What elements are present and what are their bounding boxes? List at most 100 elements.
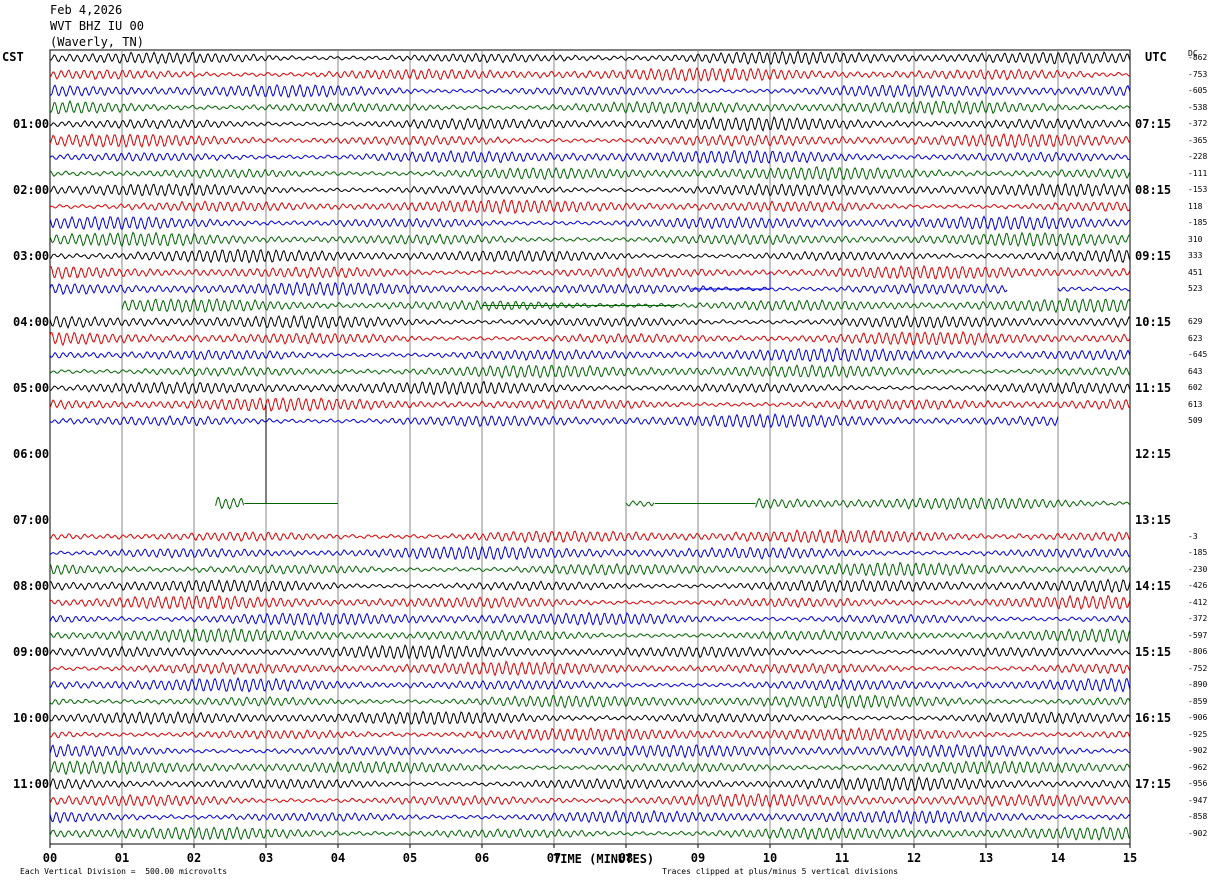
trace-row-14: [49, 281, 1008, 297]
x-tick-label: 02: [187, 851, 201, 865]
dc-offset-label: 629: [1188, 317, 1203, 326]
trace-row-34: [49, 611, 1131, 626]
dc-offset-label: -925: [1188, 729, 1208, 739]
trace-row-30: [49, 545, 1131, 561]
trace-row-18: [49, 347, 1131, 363]
cst-hour-label: 10:00: [13, 711, 50, 725]
x-tick-label: 09: [691, 851, 705, 865]
cst-hour-label: 02:00: [13, 183, 50, 197]
x-tick-label: 07: [547, 851, 561, 865]
dc-offset-label: 602: [1188, 383, 1203, 392]
dc-offset-label: -605: [1188, 86, 1208, 95]
trace-row-27: [755, 497, 1130, 511]
trace-row-9: [49, 198, 1131, 215]
cst-hour-label: 09:00: [13, 645, 50, 659]
utc-hour-label: 08:15: [1135, 183, 1172, 197]
dc-offset-label: -645: [1188, 350, 1208, 359]
trace-row-32: [49, 578, 1131, 594]
trace-row-39: [49, 693, 1131, 709]
utc-hour-label: 15:15: [1135, 645, 1172, 659]
trace-row-20: [49, 380, 1131, 396]
dc-offset-label: -947: [1188, 795, 1208, 805]
cst-hour-label: 08:00: [13, 579, 50, 593]
trace-row-21: [49, 396, 1131, 413]
scale-note: Each Vertical Division = 500.00 microvol…: [20, 867, 228, 876]
dc-offset-label: -185: [1188, 218, 1208, 227]
utc-hour-label: 14:15: [1135, 579, 1172, 593]
cst-axis-tag: CST: [2, 50, 24, 64]
dc-offset-label: 623: [1188, 333, 1203, 343]
trace-row-7: [49, 166, 1131, 182]
utc-hour-label: 09:15: [1135, 249, 1172, 263]
dc-offset-label: -185: [1188, 548, 1208, 557]
trace-row-33: [49, 594, 1131, 611]
trace-row-47: [49, 826, 1131, 841]
cst-hour-label: 01:00: [13, 117, 50, 131]
cst-hour-label: 03:00: [13, 249, 50, 263]
dc-offset-label: -956: [1188, 779, 1208, 788]
trace-row-22: [49, 412, 1059, 429]
utc-hour-label: 12:15: [1135, 447, 1172, 461]
dc-offset-label: -230: [1188, 564, 1208, 574]
trace-row-31: [49, 561, 1131, 577]
dc-offset-label: -111: [1188, 168, 1208, 178]
x-tick-label: 01: [115, 851, 129, 865]
station-code: WVT BHZ IU 00: [50, 19, 144, 33]
x-tick-label: 11: [835, 851, 849, 865]
dc-offset-label: -890: [1188, 680, 1208, 689]
x-tick-label: 14: [1051, 851, 1065, 865]
trace-row-10: [49, 215, 1131, 231]
dc-offset-label: -962: [1188, 762, 1208, 772]
dc-offset-label: -858: [1188, 812, 1208, 821]
x-tick-label: 10: [763, 851, 777, 865]
x-tick-label: 05: [403, 851, 417, 865]
trace-row-42: [49, 743, 1131, 759]
trace-row-0: [49, 50, 1131, 66]
trace-row-35: [49, 627, 1131, 644]
x-tick-label: 08: [619, 851, 633, 865]
cst-hour-label: 05:00: [13, 381, 50, 395]
dc-offset-label: 613: [1188, 399, 1203, 409]
dc-offset-label: -902: [1188, 828, 1208, 838]
dc-offset-label: 310: [1188, 234, 1203, 244]
dc-offset-label: -862: [1188, 53, 1208, 62]
trace-row-1: [49, 67, 1131, 83]
trace-row-27: [215, 496, 245, 510]
clip-note: Traces clipped at plus/minus 5 vertical …: [662, 867, 899, 876]
x-tick-label: 00: [43, 851, 57, 865]
trace-row-17: [49, 330, 1131, 347]
station-location: (Waverly, TN): [50, 35, 144, 49]
x-tick-label: 04: [331, 851, 345, 865]
trace-row-13: [49, 264, 1131, 280]
trace-row-8: [49, 182, 1131, 198]
dc-offset-label: -906: [1188, 713, 1208, 722]
trace-row-40: [49, 710, 1131, 726]
trace-row-14: [1057, 286, 1131, 292]
utc-hour-label: 13:15: [1135, 513, 1172, 527]
trace-row-5: [49, 133, 1131, 149]
dc-offset-label: 509: [1188, 416, 1203, 425]
trace-row-3: [49, 99, 1131, 116]
dc-offset-label: -902: [1188, 746, 1208, 755]
utc-axis-tag: UTC: [1145, 50, 1167, 64]
plot-frame: [49, 49, 1131, 845]
x-tick-label: 12: [907, 851, 921, 865]
trace-row-44: [49, 776, 1131, 792]
cst-hour-label: 04:00: [13, 315, 50, 329]
dc-offset-label: 451: [1188, 267, 1203, 277]
dc-offset-label: -538: [1188, 102, 1208, 112]
trace-row-6: [49, 149, 1131, 165]
utc-hour-label: 07:15: [1135, 117, 1172, 131]
x-tick-label: 06: [475, 851, 489, 865]
trace-row-4: [49, 116, 1131, 132]
plot-date: Feb 4,2026: [50, 3, 123, 17]
trace-row-12: [49, 248, 1131, 264]
x-tick-label: 03: [259, 851, 273, 865]
dc-offset-label: -752: [1188, 663, 1208, 673]
dc-offset-label: 643: [1188, 366, 1203, 376]
dc-offset-label: -859: [1188, 696, 1208, 706]
trace-row-15: [121, 297, 1131, 314]
utc-hour-label: 11:15: [1135, 381, 1172, 395]
dc-offset-label: 333: [1188, 251, 1203, 260]
